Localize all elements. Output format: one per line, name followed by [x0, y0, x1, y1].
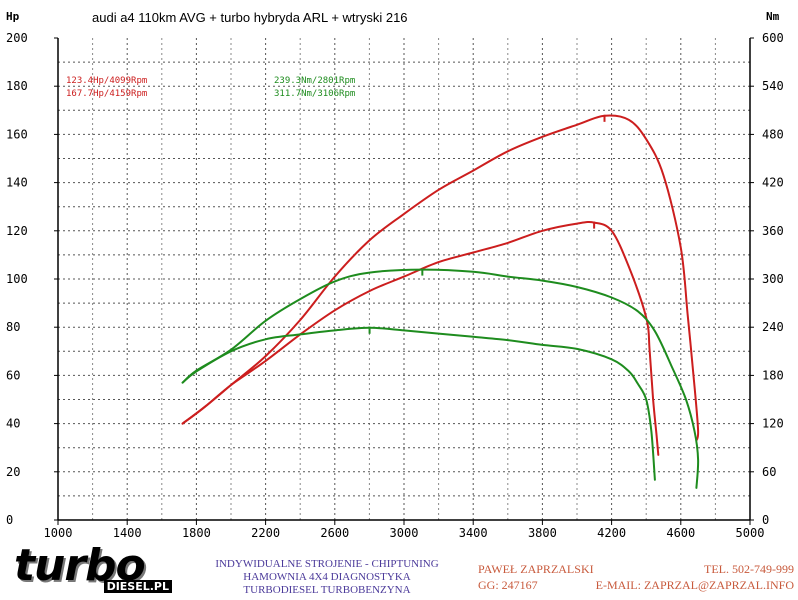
y-left-tick-label: 40 [6, 417, 20, 431]
y-right-tick-label: 0 [762, 513, 769, 527]
x-tick-label: 3000 [390, 526, 419, 540]
x-tick-label: 4600 [666, 526, 695, 540]
y-right-tick-label: 180 [762, 368, 784, 382]
right-axis-unit: Nm [766, 10, 780, 23]
service-line: TURBODIESEL TURBOBENZYNA [243, 584, 411, 596]
y-left-tick-label: 0 [6, 513, 13, 527]
grid [58, 38, 750, 520]
peak-annotation: 167.7Hp/4159Rpm [66, 89, 147, 99]
left-axis-unit: Hp [6, 10, 20, 23]
y-left-tick-label: 160 [6, 127, 28, 141]
y-right-tick-label: 300 [762, 272, 784, 286]
peak-annotation: 239.3Nm/2801Rpm [274, 76, 355, 86]
contact-gg: GG: 247167 [478, 578, 538, 592]
right-axis-ticks: 0 60 120 180 240 300 360 420 480 540 600 [750, 31, 784, 527]
series-group [181, 114, 700, 489]
peak-annotation: 311.7Nm/3106Rpm [274, 89, 355, 99]
y-left-tick-label: 80 [6, 320, 20, 334]
torque-curve-2 [181, 326, 656, 481]
x-tick-label: 2200 [251, 526, 280, 540]
x-tick-label: 3400 [459, 526, 488, 540]
y-left-tick-label: 60 [6, 368, 20, 382]
x-tick-label: 1400 [113, 526, 142, 540]
torque-curve-3 [181, 268, 700, 489]
turbodiesel-logo: turbo DIESEL.PL [14, 542, 174, 596]
y-right-tick-label: 60 [762, 465, 776, 479]
y-right-tick-label: 120 [762, 417, 784, 431]
services-block: INDYWIDUALNE STROJENIE - CHIPTUNING HAMO… [214, 558, 440, 597]
x-tick-label: 3800 [528, 526, 557, 540]
x-tick-label: 1000 [44, 526, 73, 540]
y-right-tick-label: 600 [762, 31, 784, 45]
y-right-tick-label: 540 [762, 79, 784, 93]
service-line: INDYWIDUALNE STROJENIE - CHIPTUNING [215, 558, 439, 570]
y-left-tick-label: 140 [6, 176, 28, 190]
x-tick-label: 1800 [182, 526, 211, 540]
x-tick-label: 5000 [736, 526, 765, 540]
contact-block: PAWEŁ ZAPRZALSKI TEL. 502-749-999 GG: 24… [478, 561, 794, 593]
service-line: HAMOWNIA 4X4 DIAGNOSTYKA [243, 571, 411, 583]
y-left-tick-label: 100 [6, 272, 28, 286]
y-right-tick-label: 480 [762, 127, 784, 141]
y-left-tick-label: 200 [6, 31, 28, 45]
y-left-tick-label: 120 [6, 224, 28, 238]
y-right-tick-label: 240 [762, 320, 784, 334]
x-tick-label: 4200 [597, 526, 626, 540]
peak-annotation: 123.4Hp/4099Rpm [66, 76, 147, 86]
annotations: 123.4Hp/4099Rpm 167.7Hp/4159Rpm 239.3Nm/28… [66, 76, 355, 99]
contact-email: E-MAIL: ZAPRZAL@ZAPRZAL.INFO [595, 578, 794, 592]
y-left-tick-label: 20 [6, 465, 20, 479]
y-right-tick-label: 420 [762, 176, 784, 190]
x-axis-ticks: 1000 1400 1800 2200 2600 3000 3400 3800 4200 4600… [44, 520, 765, 540]
x-tick-label: 2600 [320, 526, 349, 540]
y-left-tick-label: 180 [6, 79, 28, 93]
peak-markers [368, 114, 606, 334]
left-axis-ticks: 0 20 40 60 80 100 120 140 160 180 200 [6, 31, 58, 527]
chart-title: audi a4 110km AVG + turbo hybryda ARL + … [92, 10, 408, 25]
dyno-chart: 1000 1400 1800 2200 2600 3000 3400 3800 4200 4600… [6, 10, 784, 540]
contact-phone: TEL. 502-749-999 [704, 562, 794, 576]
y-right-tick-label: 360 [762, 224, 784, 238]
power-curve-0 [181, 221, 660, 456]
contact-name: PAWEŁ ZAPRZALSKI [478, 562, 594, 576]
logo-domain: DIESEL.PL [103, 580, 172, 593]
